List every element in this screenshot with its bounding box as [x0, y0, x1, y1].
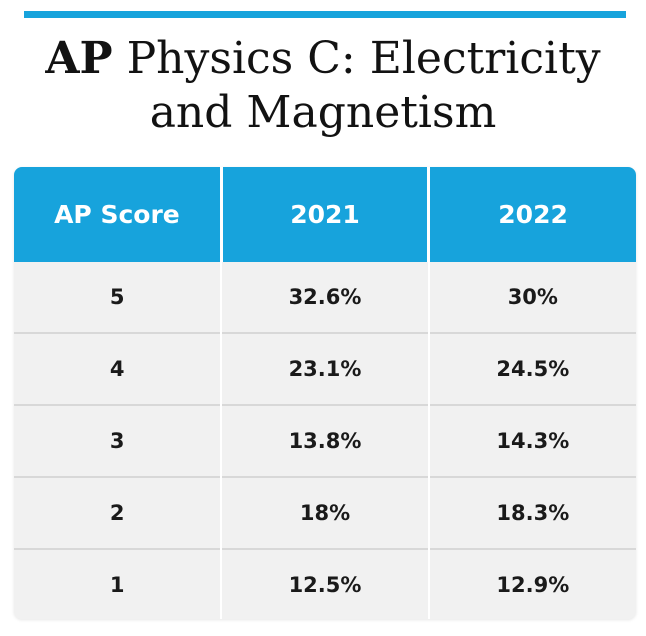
header-cell-2022: 2022 — [428, 167, 636, 262]
header-row: AP Score 2021 2022 — [14, 167, 636, 262]
value-2021-cell: 13.8% — [221, 404, 430, 477]
value-2022-cell: 24.5% — [428, 332, 636, 405]
score-cell: 3 — [14, 404, 223, 477]
table-row: 1 12.5% 12.9% — [14, 548, 636, 619]
value-2022-cell: 18.3% — [428, 476, 636, 549]
score-table: AP Score 2021 2022 5 32.6% 30% 4 23.1% 2… — [14, 167, 636, 619]
table-row: 4 23.1% 24.5% — [14, 332, 636, 405]
page-title: AP Physics C: Electricity and Magnetism — [0, 32, 646, 140]
top-accent-bar — [24, 11, 626, 18]
score-cell: 4 — [14, 332, 223, 405]
table-row: 2 18% 18.3% — [14, 476, 636, 549]
header-cell-score: AP Score — [14, 167, 223, 262]
value-2022-cell: 12.9% — [428, 548, 636, 619]
score-cell: 5 — [14, 262, 223, 333]
value-2022-cell: 14.3% — [428, 404, 636, 477]
title-rest: Physics C: Electricity and Magnetism — [112, 33, 601, 138]
value-2021-cell: 32.6% — [221, 262, 430, 333]
header-cell-2021: 2021 — [221, 167, 431, 262]
value-2022-cell: 30% — [428, 262, 636, 333]
value-2021-cell: 23.1% — [221, 332, 430, 405]
score-cell: 2 — [14, 476, 223, 549]
value-2021-cell: 18% — [221, 476, 430, 549]
table-row: 3 13.8% 14.3% — [14, 404, 636, 477]
title-bold: AP — [45, 33, 113, 84]
value-2021-cell: 12.5% — [221, 548, 430, 619]
table-row: 5 32.6% 30% — [14, 262, 636, 333]
score-table-container: AP Score 2021 2022 5 32.6% 30% 4 23.1% 2… — [14, 167, 636, 619]
score-cell: 1 — [14, 548, 223, 619]
